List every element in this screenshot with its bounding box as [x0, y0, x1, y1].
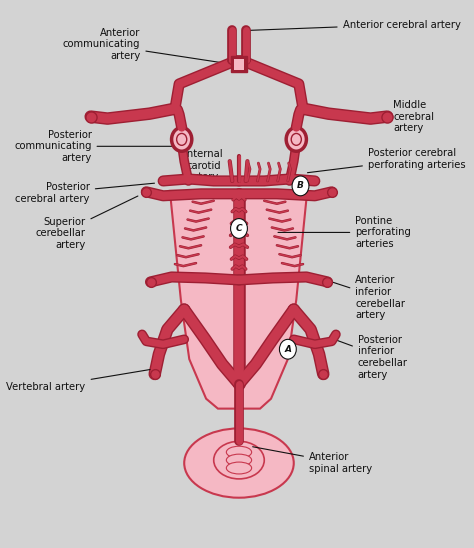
Ellipse shape [227, 446, 252, 458]
Circle shape [172, 128, 192, 151]
Bar [234, 59, 244, 70]
Text: Anterior cerebral artery: Anterior cerebral artery [248, 20, 461, 30]
Text: Posterior
inferior
cerebellar
artery: Posterior inferior cerebellar artery [337, 335, 408, 380]
Text: Anterior
inferior
cerebellar
artery: Anterior inferior cerebellar artery [328, 275, 405, 320]
Text: Vertebral artery: Vertebral artery [7, 369, 150, 392]
Text: Posterior
communicating
artery: Posterior communicating artery [14, 130, 177, 163]
Ellipse shape [214, 441, 264, 479]
Text: Pontine
perforating
arteries: Pontine perforating arteries [278, 216, 411, 249]
Circle shape [286, 128, 306, 151]
Text: Posterior cerebral
perforating arteries: Posterior cerebral perforating arteries [308, 149, 465, 173]
Text: B: B [297, 181, 304, 190]
Circle shape [291, 134, 301, 145]
Text: Posterior
cerebral artery: Posterior cerebral artery [16, 182, 155, 204]
Circle shape [177, 134, 187, 145]
Ellipse shape [184, 429, 294, 498]
Text: Superior
cerebellar
artery: Superior cerebellar artery [36, 196, 138, 250]
Circle shape [230, 219, 247, 238]
Text: C: C [236, 224, 242, 233]
Text: Internal
carotid
artery: Internal carotid artery [184, 149, 223, 182]
Circle shape [280, 339, 296, 359]
Text: Anterior
communicating
artery: Anterior communicating artery [63, 28, 228, 64]
Text: Middle
cerebral
artery: Middle cerebral artery [393, 100, 434, 133]
Ellipse shape [227, 454, 252, 466]
Bar [231, 56, 246, 72]
Circle shape [292, 176, 309, 196]
Polygon shape [170, 191, 307, 409]
Text: Anterior
spinal artery: Anterior spinal artery [253, 447, 372, 474]
Ellipse shape [227, 462, 252, 474]
Text: A: A [284, 345, 292, 353]
